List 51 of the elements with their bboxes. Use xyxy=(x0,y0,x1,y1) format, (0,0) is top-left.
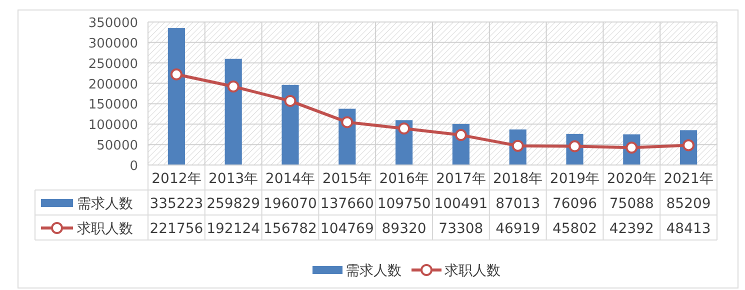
point xyxy=(398,122,410,135)
data-label: 87013 xyxy=(496,196,540,212)
y-tick-label: 100000 xyxy=(88,118,138,134)
data-label: 42392 xyxy=(609,221,654,237)
data-label: 48413 xyxy=(666,221,711,237)
data-label: 192124 xyxy=(206,221,260,237)
x-tick-label: 2020年 xyxy=(606,171,656,187)
data-label: 221756 xyxy=(150,221,204,237)
data-label: 196070 xyxy=(264,196,317,212)
data-label: 100491 xyxy=(434,196,488,212)
legend-label: 需求人数 xyxy=(77,196,133,212)
data-label: 89320 xyxy=(382,221,426,237)
y-tick-label: 350000 xyxy=(88,16,138,31)
y-tick-label: 300000 xyxy=(88,36,138,52)
data-label: 75088 xyxy=(609,196,654,212)
x-tick-label: 2021年 xyxy=(664,171,714,187)
text: 求职人数 xyxy=(444,263,500,279)
point xyxy=(341,116,354,128)
data-label: 335223 xyxy=(150,196,204,212)
bar xyxy=(168,28,185,165)
x-tick-label: 2017年 xyxy=(436,171,486,187)
x-tick-label: 2012年 xyxy=(152,171,202,187)
point xyxy=(454,129,467,142)
x-tick-label: 2014年 xyxy=(265,171,316,187)
point xyxy=(170,68,182,80)
y-tick-label: 200000 xyxy=(88,77,138,92)
data-label: 85209 xyxy=(666,196,711,212)
point xyxy=(227,80,240,93)
x-tick-label: 2018年 xyxy=(493,171,543,187)
data-label: 259829 xyxy=(206,196,260,212)
data-label: 46919 xyxy=(496,221,540,237)
data-label: 76096 xyxy=(552,196,598,212)
data-label: 109750 xyxy=(377,196,431,212)
legend-label: 求职人数 xyxy=(77,221,133,237)
data-label: 137660 xyxy=(320,196,374,212)
bar xyxy=(224,58,242,165)
data-label: 73308 xyxy=(438,221,484,237)
y-tick-label: 250000 xyxy=(88,56,138,72)
bar xyxy=(282,84,299,165)
x-tick-label: 2013年 xyxy=(208,171,258,187)
y-tick-label: 50000 xyxy=(96,138,138,154)
text: 需求人数 xyxy=(346,263,402,279)
y-tick-label: 150000 xyxy=(88,98,138,113)
data-label: 104769 xyxy=(320,221,374,237)
y-tick-label: 0 xyxy=(130,159,138,174)
point xyxy=(284,94,296,107)
x-tick-label: 2016年 xyxy=(379,171,429,187)
x-tick-label: 2015年 xyxy=(322,171,372,187)
data-label: 156782 xyxy=(264,221,317,237)
x-tick-label: 2019年 xyxy=(550,171,600,187)
data-label: 45802 xyxy=(552,221,598,237)
